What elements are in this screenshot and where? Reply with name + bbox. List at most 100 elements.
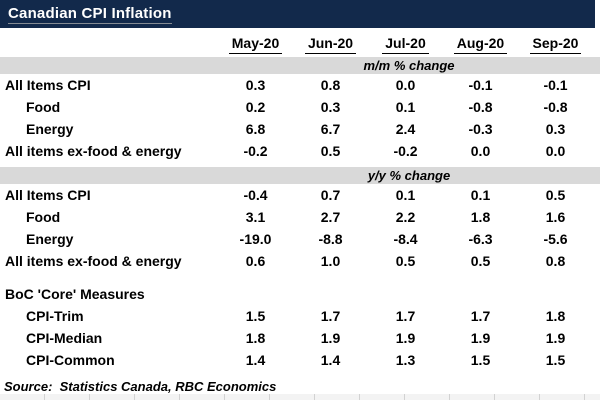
value-cell: 0.0 <box>395 77 416 93</box>
value-cell: 1.5 <box>470 352 491 368</box>
row-label: CPI-Median <box>26 330 103 346</box>
value-cell: 1.7 <box>320 308 341 324</box>
value-cell: 1.9 <box>395 330 416 346</box>
value-cell: 1.5 <box>245 308 266 324</box>
value-cell: 0.6 <box>245 253 266 269</box>
value-cell: 0.0 <box>545 143 566 159</box>
value-cell: -0.1 <box>543 77 568 93</box>
value-cell: 1.8 <box>245 330 266 346</box>
row-label: Energy <box>26 231 74 247</box>
value-cell: 0.7 <box>320 187 341 203</box>
row-label: CPI-Trim <box>26 308 84 324</box>
value-cell: 1.8 <box>545 308 566 324</box>
section-band-mm: m/m % change <box>0 57 600 74</box>
spreadsheet-gridline-strip <box>0 394 600 400</box>
value-cell: 0.8 <box>545 253 566 269</box>
value-cell: 1.6 <box>545 209 566 225</box>
value-cell: 1.4 <box>245 352 266 368</box>
value-cell: -6.3 <box>468 231 493 247</box>
table-row: Energy 6.8 6.7 2.4 -0.3 0.3 <box>0 118 600 140</box>
value-cell: -0.3 <box>468 121 493 137</box>
value-cell: 1.9 <box>545 330 566 346</box>
value-cell: 0.5 <box>395 253 416 269</box>
title-bar: Canadian CPI Inflation <box>0 0 595 28</box>
column-header-label: Sep-20 <box>529 34 582 54</box>
row-label: All items ex-food & energy <box>5 143 182 159</box>
table-row: CPI-Trim 1.5 1.7 1.7 1.7 1.8 <box>0 305 600 327</box>
band-spacer <box>0 167 218 184</box>
value-cell: 0.3 <box>320 99 341 115</box>
value-cell: 0.1 <box>395 187 416 203</box>
value-cell: 3.1 <box>245 209 266 225</box>
column-header-label: Jun-20 <box>304 34 357 54</box>
column-header: Aug-20 <box>443 34 518 54</box>
column-header: Jun-20 <box>293 34 368 54</box>
section-gap <box>0 272 600 283</box>
value-cell: 1.5 <box>545 352 566 368</box>
value-cell: 1.7 <box>395 308 416 324</box>
value-cell: 0.5 <box>545 187 566 203</box>
column-header-row: May-20 Jun-20 Jul-20 Aug-20 Sep-20 <box>0 28 600 57</box>
value-cell: 1.8 <box>470 209 491 225</box>
source-note: Source: Statistics Canada, RBC Economics <box>4 379 277 394</box>
table-row: All Items CPI 0.3 0.8 0.0 -0.1 -0.1 <box>0 74 600 96</box>
value-cell: 0.0 <box>470 143 491 159</box>
value-cell: 0.1 <box>470 187 491 203</box>
value-cell: -0.1 <box>468 77 493 93</box>
column-header: Jul-20 <box>368 34 443 54</box>
value-cell: 1.9 <box>320 330 341 346</box>
value-cell: -0.8 <box>543 99 568 115</box>
value-cell: 6.8 <box>245 121 266 137</box>
row-label: All Items CPI <box>5 77 91 93</box>
table-row: CPI-Median 1.8 1.9 1.9 1.9 1.9 <box>0 327 600 349</box>
table-row: CPI-Common 1.4 1.4 1.3 1.5 1.5 <box>0 349 600 371</box>
value-cell: 2.2 <box>395 209 416 225</box>
value-cell: -8.8 <box>318 231 343 247</box>
row-label: Food <box>26 209 61 225</box>
table-row: Energy -19.0 -8.8 -8.4 -6.3 -5.6 <box>0 228 600 250</box>
value-cell: 0.1 <box>395 99 416 115</box>
row-label: All Items CPI <box>5 187 91 203</box>
value-cell: -0.2 <box>243 143 268 159</box>
value-cell: 0.5 <box>320 143 341 159</box>
row-label: All items ex-food & energy <box>5 253 182 269</box>
value-cell: 0.2 <box>245 99 266 115</box>
table-row: All items ex-food & energy -0.2 0.5 -0.2… <box>0 140 600 162</box>
value-cell: 0.3 <box>245 77 266 93</box>
value-cell: -0.8 <box>468 99 493 115</box>
row-label: Food <box>26 99 61 115</box>
page-title: Canadian CPI Inflation <box>8 4 172 24</box>
band-spacer <box>0 57 218 74</box>
column-header: Sep-20 <box>518 34 593 54</box>
value-cell: -0.4 <box>243 187 268 203</box>
section-band-yy: y/y % change <box>0 167 600 184</box>
value-cell: 2.7 <box>320 209 341 225</box>
section-band-label: m/m % change <box>363 58 455 73</box>
value-cell: -19.0 <box>239 231 272 247</box>
value-cell: 6.7 <box>320 121 341 137</box>
row-label: Energy <box>26 121 74 137</box>
core-measures-heading-row: BoC 'Core' Measures <box>0 283 600 305</box>
value-cell: 1.3 <box>395 352 416 368</box>
value-cell: 1.9 <box>470 330 491 346</box>
table-row: Food 3.1 2.7 2.2 1.8 1.6 <box>0 206 600 228</box>
value-cell: -5.6 <box>543 231 568 247</box>
value-cell: 0.8 <box>320 77 341 93</box>
value-cell: 2.4 <box>395 121 416 137</box>
value-cell: 0.5 <box>470 253 491 269</box>
value-cell: 1.7 <box>470 308 491 324</box>
value-cell: 1.0 <box>320 253 341 269</box>
table-row: All items ex-food & energy 0.6 1.0 0.5 0… <box>0 250 600 272</box>
column-header-label: Aug-20 <box>453 34 508 54</box>
table-row: Food 0.2 0.3 0.1 -0.8 -0.8 <box>0 96 600 118</box>
value-cell: -0.2 <box>393 143 418 159</box>
column-header-label: May-20 <box>228 34 283 54</box>
core-measures-heading: BoC 'Core' Measures <box>5 286 145 302</box>
column-header: May-20 <box>218 34 293 54</box>
value-cell: 0.3 <box>545 121 566 137</box>
table-row: All Items CPI -0.4 0.7 0.1 0.1 0.5 <box>0 184 600 206</box>
row-label: CPI-Common <box>26 352 115 368</box>
value-cell: 1.4 <box>320 352 341 368</box>
section-band-label: y/y % change <box>367 168 451 183</box>
